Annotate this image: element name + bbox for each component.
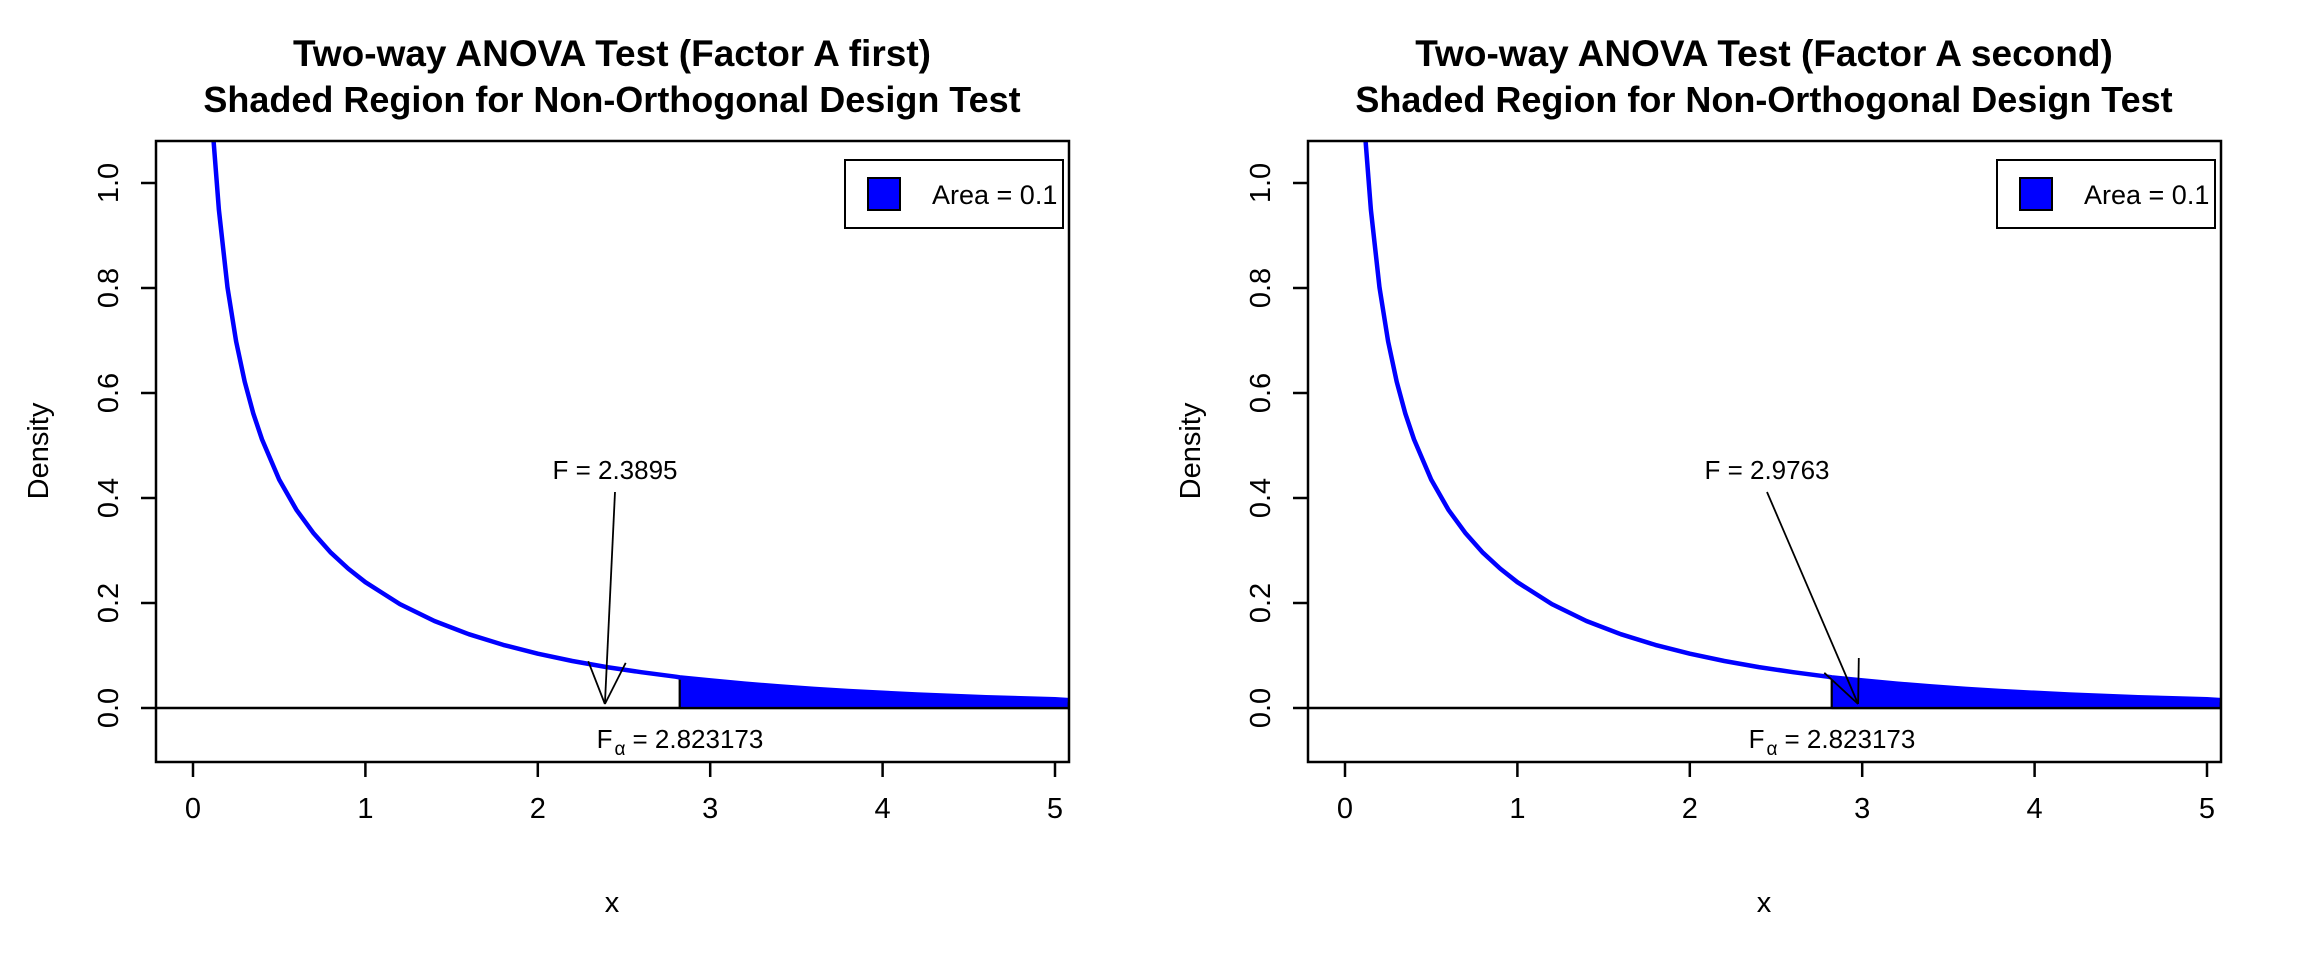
curve-layer	[1308, 141, 2221, 710]
x-tick-label: 1	[1509, 793, 1525, 825]
y-tick-label: 0.8	[93, 268, 125, 308]
x-axis: 0 1 2 3 4 5	[1337, 762, 2215, 825]
critical-f: F	[597, 724, 613, 754]
x-axis-label: x	[1757, 887, 1772, 919]
annotation-layer	[1766, 491, 1860, 705]
x-tick-label: 5	[2199, 793, 2215, 825]
critical-alpha-subscript: α	[1767, 739, 1778, 760]
plot-title: Two-way ANOVA Test (Factor A second)	[1415, 33, 2113, 74]
y-tick-label: 0.2	[1245, 583, 1277, 623]
plot-subtitle: Shaded Region for Non-Orthogonal Design …	[1355, 79, 2172, 120]
legend-label: Area = 0.1	[2084, 180, 2209, 210]
plot-box	[1306, 139, 2223, 764]
f-arrow-shaft	[604, 491, 616, 705]
x-tick-label: 3	[702, 793, 718, 825]
annotation-layer	[587, 491, 627, 705]
panel-factor-a-first: Two-way ANOVA Test (Factor A first) Shad…	[23, 33, 1071, 919]
panel-factor-a-second: Two-way ANOVA Test (Factor A second) Sha…	[1175, 33, 2223, 919]
f-arrow-head	[587, 660, 606, 705]
x-tick-label: 4	[875, 793, 891, 825]
x-axis-label: x	[605, 887, 620, 919]
y-tick-label: 0.6	[1245, 373, 1277, 413]
curve-layer	[156, 141, 1069, 710]
f-arrow-head	[1857, 657, 1860, 705]
critical-alpha-subscript: α	[615, 739, 626, 760]
critical-value-text: = 2.823173	[633, 724, 764, 754]
y-tick-label: 0.2	[93, 583, 125, 623]
f-density-curve	[211, 141, 1069, 703]
f-statistic-label: F = 2.9763	[1704, 455, 1829, 485]
x-tick-label: 3	[1854, 793, 1870, 825]
x-tick-label: 4	[2027, 793, 2043, 825]
x-axis: 0 1 2 3 4 5	[185, 762, 1063, 825]
f-arrow-shaft	[1766, 491, 1859, 705]
legend-label: Area = 0.1	[932, 180, 1057, 210]
y-axis: 0.0 0.2 0.4 0.6 0.8 1.0	[1245, 163, 1308, 728]
f-arrow-head	[1823, 672, 1859, 705]
y-axis-label: Density	[1175, 402, 1207, 499]
x-tick-label: 0	[1337, 793, 1353, 825]
f-statistic-label: F = 2.3895	[552, 455, 677, 485]
y-tick-label: 0.0	[93, 688, 125, 728]
y-axis: 0.0 0.2 0.4 0.6 0.8 1.0	[93, 163, 156, 728]
legend-swatch-blue	[867, 177, 901, 211]
y-tick-label: 0.4	[93, 478, 125, 518]
plot-subtitle: Shaded Region for Non-Orthogonal Design …	[203, 79, 1020, 120]
critical-value-text: = 2.823173	[1785, 724, 1916, 754]
legend-swatch-blue	[2019, 177, 2053, 211]
y-tick-label: 0.6	[93, 373, 125, 413]
f-density-curve	[1363, 141, 2221, 703]
y-axis-label: Density	[23, 402, 55, 499]
plot-box	[154, 139, 1071, 764]
plot-title: Two-way ANOVA Test (Factor A first)	[293, 33, 931, 74]
x-tick-label: 5	[1047, 793, 1063, 825]
critical-f: F	[1749, 724, 1765, 754]
y-tick-label: 0.0	[1245, 688, 1277, 728]
x-tick-label: 2	[1682, 793, 1698, 825]
x-tick-label: 0	[185, 793, 201, 825]
legend: Area = 0.1	[844, 159, 1064, 229]
legend: Area = 0.1	[1996, 159, 2216, 229]
y-tick-label: 1.0	[93, 163, 125, 203]
x-tick-label: 1	[357, 793, 373, 825]
f-arrow-head	[604, 662, 627, 705]
y-tick-label: 1.0	[1245, 163, 1277, 203]
y-tick-label: 0.4	[1245, 478, 1277, 518]
y-tick-label: 0.8	[1245, 268, 1277, 308]
x-tick-label: 2	[530, 793, 546, 825]
